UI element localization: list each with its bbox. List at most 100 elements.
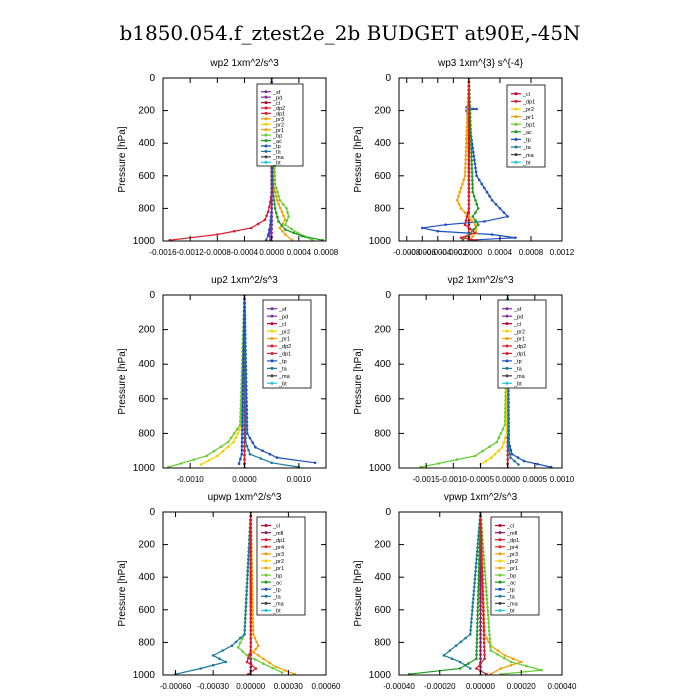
- data-point: [205, 454, 208, 458]
- legend-marker: [514, 122, 518, 126]
- data-point: [484, 585, 488, 589]
- data-point: [272, 199, 276, 202]
- data-point: [475, 633, 479, 637]
- data-point: [475, 554, 479, 557]
- data-point: [277, 220, 280, 223]
- data-point: [245, 597, 248, 601]
- data-point: [478, 546, 481, 549]
- data-point: [273, 203, 276, 206]
- legend-marker: [498, 608, 502, 612]
- data-point: [251, 441, 254, 444]
- data-point: [482, 633, 486, 637]
- data-point: [244, 440, 247, 444]
- data-point: [249, 558, 253, 561]
- data-point: [476, 605, 480, 609]
- series-line-tp: [175, 512, 252, 675]
- data-point: [472, 194, 476, 198]
- data-point: [270, 223, 274, 226]
- data-point: [473, 581, 476, 585]
- data-point: [479, 596, 482, 599]
- data-point: [475, 641, 479, 645]
- data-point: [249, 530, 253, 534]
- data-point: [471, 190, 475, 194]
- data-point: [455, 458, 459, 461]
- legend-label: _dp2: [513, 344, 526, 350]
- data-point: [249, 542, 253, 545]
- data-point: [243, 301, 246, 305]
- data-point: [481, 574, 484, 577]
- data-point: [478, 554, 481, 557]
- data-point: [499, 672, 503, 675]
- y-axis-label: Pressure [hPa]: [117, 126, 128, 192]
- data-point: [242, 349, 245, 353]
- legend-label: _pr3: [272, 117, 284, 123]
- data-point: [479, 600, 482, 603]
- data-point: [311, 238, 314, 241]
- chart-panel-5: upwp 1xm^2/s^3 Pressure [hPa] 0 200 400 600 80…: [117, 492, 341, 691]
- data-point: [243, 458, 246, 461]
- x-tick-label: -0.0004: [424, 248, 452, 257]
- data-point: [525, 664, 528, 668]
- x-tick-label: 0.0005: [523, 475, 548, 484]
- data-point: [270, 171, 274, 174]
- data-point: [457, 194, 460, 198]
- data-point: [467, 112, 471, 115]
- data-point: [244, 401, 247, 404]
- x-tick-label: -0.0010: [177, 475, 205, 484]
- legend-marker: [270, 381, 274, 385]
- data-point: [270, 182, 274, 186]
- data-point: [269, 238, 272, 241]
- data-point: [270, 207, 274, 210]
- legend-label: _cl: [278, 322, 286, 328]
- legend-marker: [514, 137, 518, 141]
- legend-marker: [270, 366, 274, 370]
- data-point: [239, 403, 243, 406]
- data-point: [238, 423, 242, 427]
- data-point: [487, 617, 490, 621]
- data-point: [476, 207, 480, 210]
- data-point: [458, 660, 462, 664]
- data-point: [481, 594, 485, 597]
- y-tick-label: 600: [138, 171, 155, 182]
- data-point: [479, 575, 482, 579]
- legend-label: _pr2: [513, 329, 525, 335]
- data-point: [482, 609, 485, 613]
- data-point: [480, 570, 484, 573]
- legend-marker: [270, 322, 274, 326]
- legend-label: _pr2: [506, 559, 518, 565]
- data-point: [244, 412, 247, 416]
- data-point: [244, 416, 247, 420]
- data-point: [481, 450, 484, 453]
- x-tick-label: -0.0012: [177, 248, 205, 257]
- data-point: [250, 663, 253, 667]
- y-tick-label: 600: [374, 394, 391, 405]
- data-point: [470, 155, 473, 158]
- data-point: [251, 609, 255, 612]
- legend-marker: [498, 587, 502, 591]
- data-point: [540, 668, 543, 672]
- data-point: [249, 645, 253, 648]
- data-point: [249, 629, 253, 633]
- data-point: [479, 522, 483, 526]
- legend-label: _ma: [272, 602, 285, 608]
- data-point: [241, 405, 244, 408]
- data-point: [479, 571, 482, 575]
- legend-marker: [264, 95, 268, 99]
- data-point: [241, 373, 245, 376]
- data-point: [240, 444, 244, 448]
- legend-marker: [514, 160, 518, 164]
- data-point: [290, 227, 293, 231]
- data-point: [484, 578, 487, 581]
- x-tick-label: -0.0002: [440, 248, 468, 257]
- page-title: b1850.054.f_ztest2e_2b BUDGET at90E,-45N: [119, 21, 581, 45]
- data-point: [285, 207, 288, 210]
- legend-marker: [264, 139, 268, 143]
- data-point: [459, 640, 463, 644]
- legend-label: _ta: [272, 150, 282, 156]
- data-point: [467, 147, 471, 151]
- legend-label: _bt: [278, 381, 287, 387]
- data-point: [474, 219, 477, 222]
- data-point: [250, 226, 253, 230]
- data-point: [284, 228, 287, 231]
- data-point: [248, 653, 251, 656]
